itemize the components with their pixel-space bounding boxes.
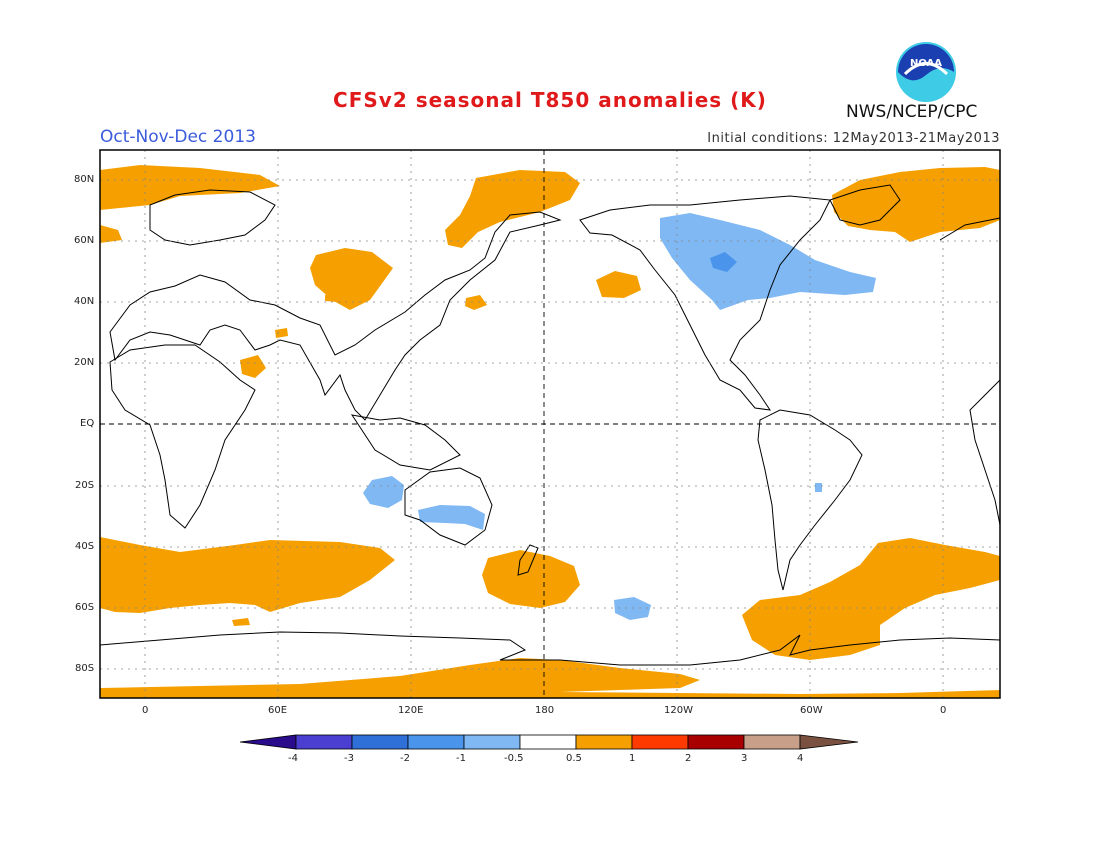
lat-label: EQ [80,418,95,429]
cool-anomaly-regions [363,213,876,620]
lat-lon-grid [100,150,1000,698]
colorbar-label: 1 [629,753,636,764]
lon-label: 60E [268,705,288,716]
colorbar-max-arrow [799,734,859,750]
lon-label: 0 [940,705,947,716]
colorbar-min-arrow [239,734,297,750]
logo-text: NOAA [910,58,942,69]
lat-label: 80S [75,663,95,674]
lat-label: 40S [75,541,95,552]
noaa-logo: NOAA [896,42,956,102]
lon-label: 0 [142,705,149,716]
colorbar-label: -4 [288,753,298,764]
colorbar-label: -2 [400,753,410,764]
lon-label: 120W [664,705,693,716]
colorbar-label: 2 [685,753,692,764]
initial-conditions-label: Initial conditions: 12May2013-21May2013 [707,131,1000,146]
colorbar [239,734,859,750]
colorbar-label: 4 [797,753,804,764]
chart-title: CFSv2 seasonal T850 anomalies (K) [333,88,767,112]
colorbar-label: -3 [344,753,354,764]
reference-lines [100,150,1000,698]
lat-label: 60S [75,602,95,613]
lat-label: 80N [74,174,95,185]
lat-label: 20S [75,480,95,491]
colorbar-label: -1 [456,753,466,764]
season-label: Oct-Nov-Dec 2013 [100,127,256,147]
colorbar-label: 0.5 [566,753,582,764]
colorbar-label: 3 [741,753,748,764]
lat-label: 20N [74,357,95,368]
lon-label: 60W [800,705,823,716]
warm-anomaly-regions [100,165,1000,698]
lon-label: 120E [398,705,424,716]
colorbar-label: -0.5 [504,753,524,764]
lat-label: 40N [74,296,95,307]
lat-label: 60N [74,235,95,246]
agency-label: NWS/NCEP/CPC [846,102,978,122]
map-frame [99,149,1001,699]
coastlines [99,184,1001,666]
lon-label: 180 [535,705,555,716]
